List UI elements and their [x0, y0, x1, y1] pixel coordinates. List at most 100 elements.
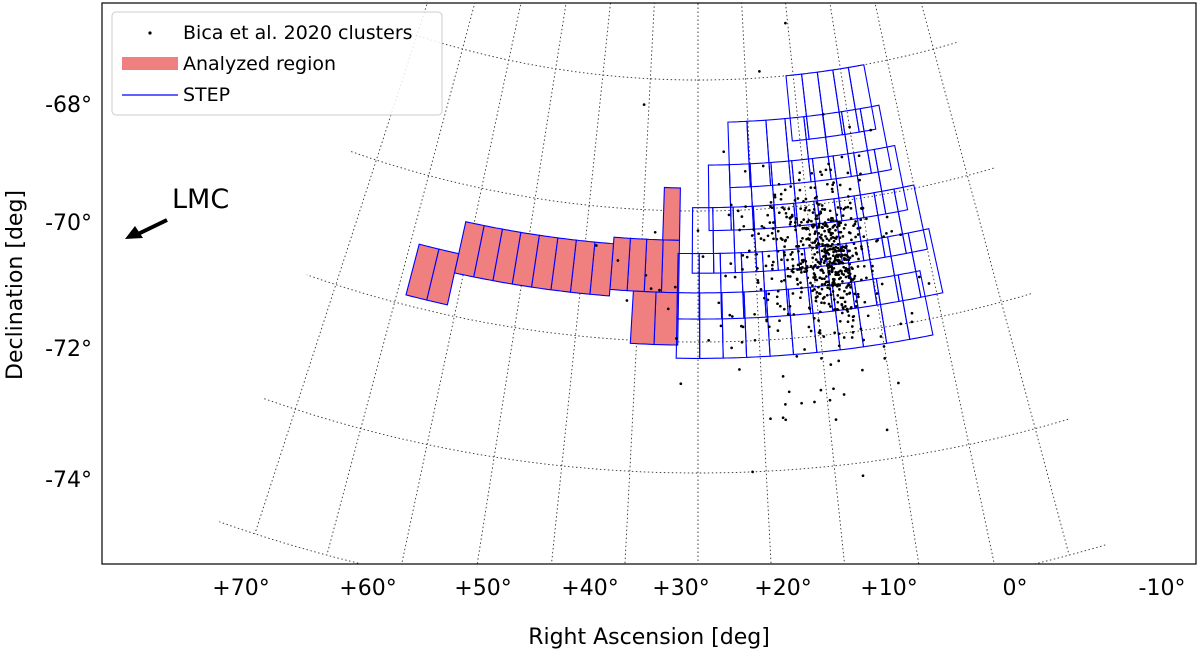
cluster-point [859, 327, 863, 331]
cluster-point [781, 416, 785, 420]
cluster-point [836, 308, 840, 312]
cluster-point [829, 305, 832, 308]
cluster-point [719, 324, 723, 328]
cluster-point [843, 257, 847, 261]
cluster-point [828, 398, 832, 402]
cluster-point [783, 239, 787, 243]
cluster-point [832, 181, 835, 184]
cluster-point [813, 232, 817, 236]
cluster-point [869, 128, 873, 132]
cluster-point [820, 268, 824, 272]
cluster-point [842, 393, 846, 396]
cluster-point [802, 200, 805, 203]
ra-grid-line [920, 3, 1070, 556]
cluster-point [882, 345, 886, 348]
cluster-point [825, 275, 828, 278]
ra-tick-label: +30° [652, 576, 709, 601]
cluster-point [808, 208, 811, 212]
cluster-point [811, 284, 814, 287]
cluster-point [820, 173, 824, 177]
cluster-point [866, 314, 870, 318]
cluster-point [771, 227, 775, 230]
dec-tick-label: -72° [45, 337, 92, 362]
cluster-point [788, 223, 792, 226]
cluster-point [847, 314, 851, 317]
cluster-point [837, 344, 841, 348]
cluster-point [800, 286, 803, 290]
cluster-point [801, 227, 805, 230]
cluster-point [811, 225, 815, 229]
step-tile [691, 207, 715, 274]
cluster-point [847, 276, 851, 280]
cluster-point [832, 219, 835, 222]
cluster-point [836, 246, 840, 250]
cluster-point [860, 247, 864, 251]
cluster-point [649, 287, 653, 290]
cluster-point [851, 315, 855, 319]
cluster-point [846, 195, 850, 198]
cluster-point [823, 295, 826, 299]
cluster-point [760, 224, 764, 228]
ra-grid-line [785, 3, 845, 564]
cluster-point [848, 125, 851, 129]
cluster-point [856, 233, 860, 236]
cluster-point [740, 215, 744, 218]
cluster-point [770, 277, 774, 281]
cluster-point [800, 401, 803, 405]
cluster-point [831, 216, 834, 220]
cluster-point [802, 218, 806, 221]
cluster-point [808, 233, 812, 236]
cluster-point [836, 294, 840, 297]
step-tile [761, 249, 789, 318]
cluster-point [854, 305, 858, 308]
cluster-point [833, 331, 837, 335]
cluster-point [789, 220, 793, 224]
cluster-point [759, 287, 763, 291]
cluster-point [783, 253, 787, 257]
dec-grid-line [350, 150, 994, 212]
cluster-point [850, 238, 853, 242]
cluster-point [910, 320, 914, 324]
cluster-point [841, 214, 845, 217]
cluster-point [827, 239, 831, 242]
cluster-point [823, 224, 827, 228]
cluster-point [800, 220, 803, 224]
cluster-point [793, 199, 797, 202]
cluster-point [832, 298, 836, 301]
cluster-point [829, 293, 833, 297]
cluster-point [820, 249, 824, 253]
cluster-point [796, 263, 800, 267]
plot-area [219, 3, 1106, 564]
cluster-point [827, 228, 830, 232]
cluster-point [837, 359, 841, 363]
cluster-point [865, 217, 868, 221]
cluster-point [776, 229, 780, 233]
cluster-point [839, 230, 843, 234]
ra-tick-label: +60° [339, 576, 396, 601]
cluster-point [776, 249, 780, 253]
cluster-point [764, 264, 768, 268]
cluster-point [813, 224, 816, 227]
cluster-point [927, 282, 931, 285]
cluster-point [848, 201, 852, 205]
cluster-point [787, 207, 791, 211]
cluster-point [819, 210, 822, 214]
cluster-point [845, 292, 849, 296]
cluster-point [849, 307, 853, 310]
cluster-point [780, 279, 783, 283]
cluster-point [841, 249, 845, 252]
cluster-point [795, 355, 799, 358]
cluster-point [825, 293, 829, 297]
cluster-point [781, 375, 785, 378]
cluster-point [756, 278, 760, 282]
cluster-point [848, 272, 852, 276]
cluster-point [845, 307, 849, 311]
cluster-point [831, 254, 835, 258]
cluster-point [722, 150, 726, 154]
cluster-point [860, 278, 863, 282]
cluster-point [780, 258, 783, 262]
cluster-point [769, 205, 772, 209]
cluster-point [813, 186, 817, 190]
cluster-point [862, 264, 866, 268]
cluster-point [857, 257, 860, 261]
